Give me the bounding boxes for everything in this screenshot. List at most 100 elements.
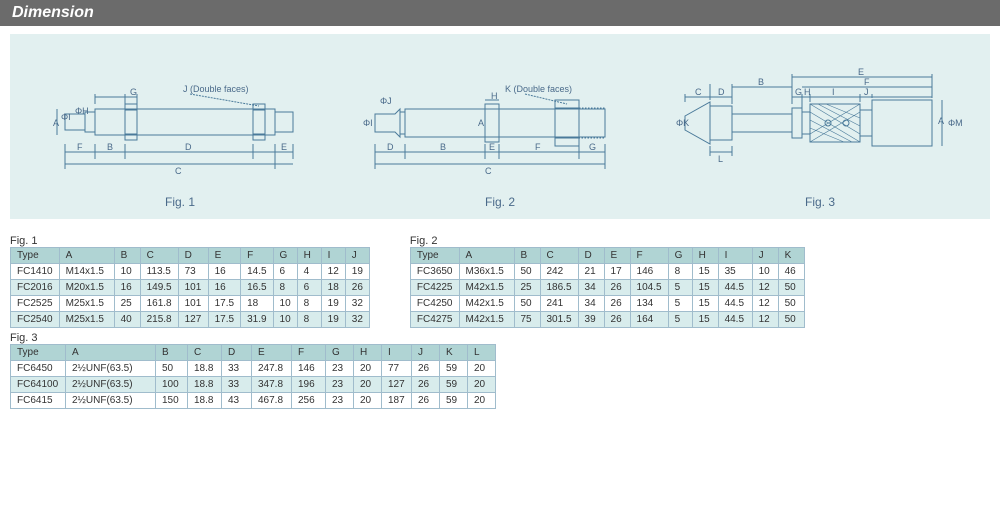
col-header: I	[718, 248, 752, 264]
svg-text:ΦK: ΦK	[676, 118, 689, 128]
table-cell: 77	[382, 361, 412, 377]
table-row: FC3650M36x1.5502422117146815351046	[410, 264, 804, 280]
table-cell: M20x1.5	[59, 280, 114, 296]
table-cell: 15	[692, 312, 718, 328]
table-cell: 15	[692, 296, 718, 312]
table-cell: FC64100	[11, 377, 66, 393]
figure-2: K (Double faces) H ΦJ ΦI A D B E F G C F…	[340, 64, 660, 209]
table-cell: 256	[292, 393, 326, 409]
col-header: H	[354, 345, 382, 361]
table-row: FC4225M42x1.525186.53426104.551544.51250	[410, 280, 804, 296]
table-cell: 242	[540, 264, 578, 280]
table-fig3: TypeABCDEFGHIJKLFC64502½UNF(63.5)5018.83…	[10, 344, 496, 409]
svg-text:ΦI: ΦI	[363, 118, 373, 128]
col-header: I	[321, 248, 345, 264]
table-cell: 161.8	[140, 296, 178, 312]
table-cell: 18	[241, 296, 273, 312]
table-fig2-block: Fig. 2 TypeABCDEFGHIJKFC3650M36x1.550242…	[410, 231, 805, 328]
col-header: G	[273, 248, 297, 264]
table-cell: 20	[468, 361, 496, 377]
col-header: F	[630, 248, 668, 264]
svg-text:K (Double faces): K (Double faces)	[505, 84, 572, 94]
table-cell: 33	[222, 361, 252, 377]
svg-text:G: G	[130, 87, 137, 97]
table-cell: 146	[292, 361, 326, 377]
table-cell: 19	[345, 264, 369, 280]
table-cell: 10	[273, 312, 297, 328]
figure-1-svg: G ΦH J (Double faces) F B D E C A ΦI	[35, 64, 325, 184]
table-cell: 104.5	[630, 280, 668, 296]
table-cell: 50	[778, 280, 804, 296]
svg-text:G: G	[795, 87, 802, 97]
table-cell: 215.8	[140, 312, 178, 328]
table-cell: 12	[321, 264, 345, 280]
table-row: FC641002½UNF(63.5)10018.833347.819623201…	[11, 377, 496, 393]
table-fig1: TypeABCDEFGHIJFC1410M14x1.510113.5731614…	[10, 247, 370, 328]
svg-text:ΦI: ΦI	[61, 112, 71, 122]
table-cell: 8	[273, 280, 297, 296]
col-header: H	[692, 248, 718, 264]
table-cell: 12	[752, 296, 778, 312]
table-cell: 6	[297, 280, 321, 296]
table-cell: 5	[668, 280, 692, 296]
svg-text:F: F	[864, 77, 870, 87]
svg-text:L: L	[718, 154, 723, 164]
table-cell: 25	[114, 296, 140, 312]
table-cell: FC4225	[410, 280, 459, 296]
table-row: FC64502½UNF(63.5)5018.833247.81462320772…	[11, 361, 496, 377]
table-cell: 100	[156, 377, 188, 393]
col-header: D	[222, 345, 252, 361]
table-cell: 50	[514, 264, 540, 280]
col-header: E	[604, 248, 630, 264]
table-cell: 8	[297, 312, 321, 328]
table-cell: 50	[778, 296, 804, 312]
table-row: FC4250M42x1.550241342613451544.51250	[410, 296, 804, 312]
figure-3-svg: C D B E G H I J F ΦK A ΦM	[670, 54, 970, 184]
table-cell: 5	[668, 296, 692, 312]
table-cell: 134	[630, 296, 668, 312]
table-cell: 127	[382, 377, 412, 393]
svg-text:J: J	[864, 87, 869, 97]
figure-3-label: Fig. 3	[660, 195, 980, 209]
table-cell: 101	[178, 296, 208, 312]
col-header: F	[241, 248, 273, 264]
col-header: I	[382, 345, 412, 361]
table-cell: 187	[382, 393, 412, 409]
table-cell: FC2016	[11, 280, 60, 296]
table-cell: 73	[178, 264, 208, 280]
svg-text:J (Double faces): J (Double faces)	[183, 84, 249, 94]
table-cell: 164	[630, 312, 668, 328]
svg-text:D: D	[387, 142, 394, 152]
table-cell: 44.5	[718, 280, 752, 296]
table-cell: FC2525	[11, 296, 60, 312]
table-cell: 10	[114, 264, 140, 280]
table-row: FC2540M25x1.540215.812717.531.91081932	[11, 312, 370, 328]
table-row: FC2525M25x1.525161.810117.5181081932	[11, 296, 370, 312]
table-cell: M36x1.5	[459, 264, 514, 280]
table-cell: 347.8	[252, 377, 292, 393]
table-cell: 186.5	[540, 280, 578, 296]
table-cell: 16	[208, 280, 240, 296]
col-header: A	[59, 248, 114, 264]
table-cell: 39	[578, 312, 604, 328]
svg-text:ΦJ: ΦJ	[380, 96, 392, 106]
table-cell: 23	[326, 377, 354, 393]
table-cell: 59	[440, 393, 468, 409]
table-cell: 21	[578, 264, 604, 280]
svg-text:C: C	[485, 166, 492, 176]
figure-2-svg: K (Double faces) H ΦJ ΦI A D B E F G C	[345, 64, 655, 184]
table-cell: FC1410	[11, 264, 60, 280]
table-cell: 19	[321, 296, 345, 312]
col-header: C	[140, 248, 178, 264]
table-cell: 31.9	[241, 312, 273, 328]
svg-text:A: A	[478, 118, 484, 128]
col-header: K	[440, 345, 468, 361]
table-cell: 113.5	[140, 264, 178, 280]
table-cell: FC6450	[11, 361, 66, 377]
table-cell: FC2540	[11, 312, 60, 328]
svg-text:B: B	[440, 142, 446, 152]
table-cell: 17.5	[208, 312, 240, 328]
table-cell: 44.5	[718, 296, 752, 312]
table-fig2: TypeABCDEFGHIJKFC3650M36x1.5502422117146…	[410, 247, 805, 328]
table-cell: FC6415	[11, 393, 66, 409]
